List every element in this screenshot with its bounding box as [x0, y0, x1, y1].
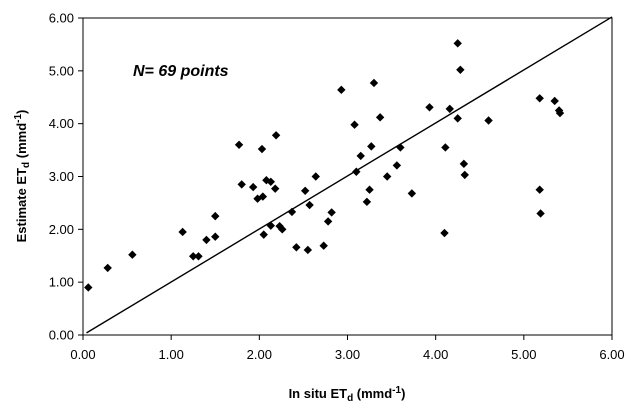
data-points — [84, 39, 565, 292]
data-point — [292, 243, 301, 252]
data-point — [211, 232, 220, 241]
data-point — [350, 120, 359, 129]
data-point — [375, 113, 385, 122]
data-point — [453, 39, 462, 48]
data-point — [535, 185, 544, 194]
data-point — [259, 230, 268, 239]
data-point — [440, 228, 449, 238]
data-point — [248, 182, 258, 192]
x-tick-label: 5.00 — [511, 347, 536, 362]
x-axis-title-superscript: -1 — [392, 385, 401, 396]
data-point — [445, 104, 454, 114]
data-point — [407, 189, 417, 198]
data-point — [194, 252, 203, 261]
y-axis-title-main: Estimate ET — [14, 168, 29, 242]
y-axis-title-superscript: -1 — [13, 114, 24, 123]
y-tick-label: 2.00 — [49, 222, 74, 237]
trend-line-group — [86, 16, 613, 334]
data-point — [262, 175, 271, 185]
x-tick-label: 1.00 — [159, 347, 184, 362]
data-point — [189, 252, 198, 261]
y-tick-label: 6.00 — [49, 11, 74, 26]
y-tick-label: 5.00 — [49, 63, 74, 78]
data-point — [278, 225, 287, 234]
data-point — [369, 78, 379, 88]
x-tick-label: 3.00 — [335, 347, 360, 362]
data-point — [237, 180, 246, 189]
y-tick-label: 3.00 — [49, 169, 74, 184]
data-point — [103, 263, 112, 273]
data-point — [356, 151, 365, 161]
data-point — [352, 167, 361, 176]
data-point — [257, 144, 267, 154]
data-point — [323, 217, 333, 226]
y-tick-label: 0.00 — [49, 328, 74, 343]
x-axis-title-unit: (mmd — [353, 386, 392, 401]
trend-line — [86, 16, 613, 334]
data-point — [319, 241, 328, 250]
data-point — [425, 103, 434, 112]
data-point — [327, 208, 336, 217]
x-tick-label: 4.00 — [423, 347, 448, 362]
data-point — [392, 161, 402, 170]
annotation-text: N= 69 points — [133, 63, 229, 80]
data-point — [311, 172, 320, 181]
y-axis-title: Estimate ETd (mmd-1) — [13, 110, 32, 243]
data-point — [484, 116, 493, 125]
data-point — [178, 227, 187, 237]
data-point — [362, 197, 372, 207]
data-point — [84, 283, 93, 292]
y-axis-title-unit: (mmd — [14, 123, 29, 162]
data-point — [271, 184, 280, 193]
x-axis-title: In situ ETd (mmd-1) — [289, 385, 406, 402]
data-point — [367, 142, 376, 151]
data-point — [453, 114, 462, 123]
data-point — [550, 96, 559, 106]
data-point — [202, 235, 211, 245]
data-point — [271, 131, 281, 140]
data-point — [460, 170, 469, 180]
data-point — [535, 94, 544, 103]
x-axis-title-subscript: d — [347, 393, 353, 402]
data-point — [365, 185, 374, 194]
data-point — [258, 192, 268, 201]
data-point — [536, 209, 545, 218]
data-point — [128, 250, 137, 259]
data-point — [300, 186, 310, 195]
data-point — [303, 245, 313, 255]
data-point — [337, 85, 346, 95]
data-point — [459, 159, 469, 169]
data-point — [234, 140, 244, 149]
y-tick-label: 1.00 — [49, 275, 74, 290]
data-point — [382, 172, 392, 181]
y-axis-title-subscript: d — [21, 162, 32, 168]
x-axis-title-close: ) — [401, 386, 405, 401]
x-tick-label: 0.00 — [70, 347, 95, 362]
x-axis-ticks: 0.00 1.00 2.00 3.00 4.00 5.00 6.00 — [70, 335, 625, 362]
y-axis-ticks: 0.00 1.00 2.00 3.00 4.00 5.00 6.00 — [49, 11, 83, 343]
data-point — [555, 108, 565, 118]
data-point — [266, 177, 275, 186]
data-point — [266, 221, 275, 230]
data-point — [305, 200, 314, 210]
data-point — [287, 207, 297, 217]
x-tick-label: 2.00 — [247, 347, 272, 362]
x-axis-title-main: In situ ET — [289, 386, 348, 401]
data-point — [211, 211, 220, 221]
y-tick-label: 4.00 — [49, 116, 74, 131]
data-point — [275, 221, 284, 231]
data-point — [396, 143, 405, 152]
y-axis-title-close: ) — [14, 110, 29, 114]
data-point — [456, 65, 465, 74]
data-point — [441, 143, 450, 152]
x-tick-label: 6.00 — [599, 347, 624, 362]
